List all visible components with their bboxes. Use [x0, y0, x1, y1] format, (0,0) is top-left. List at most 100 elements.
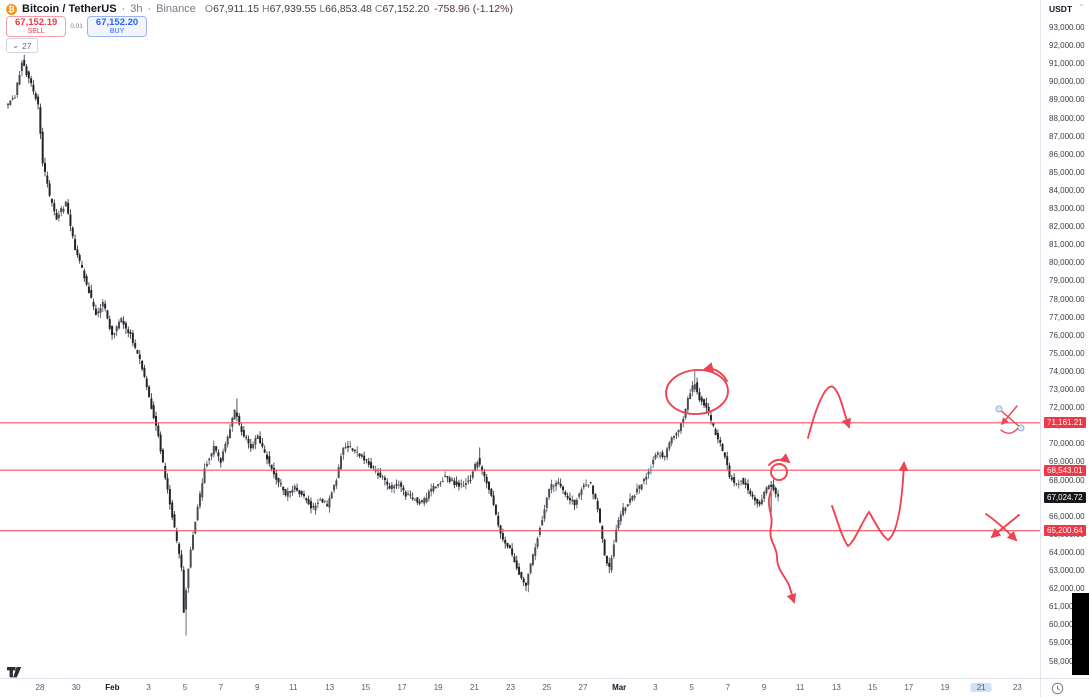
drawing-handle[interactable] [995, 405, 1003, 413]
annotation-breakdown-arrow[interactable] [767, 490, 797, 604]
price-tick-label: 81,000.00 [1049, 240, 1085, 250]
time-tick-label: 3 [653, 683, 658, 692]
price-tick-label: 63,000.00 [1049, 566, 1085, 575]
time-tick-label: 13 [325, 683, 335, 692]
price-tick-label: 75,000.00 [1049, 348, 1085, 358]
last-price-label: 67,024.72 [1044, 492, 1086, 504]
price-tick-label: 64,000.00 [1049, 547, 1085, 557]
drawings-count-pill[interactable]: ⌄ 27 [6, 38, 38, 53]
time-tick-label: 15 [868, 683, 878, 692]
price-tick-label: 68,000.00 [1049, 475, 1085, 485]
chart-canvas[interactable] [0, 0, 1040, 678]
time-tick-label: 23 [506, 683, 516, 692]
time-tick-label: 17 [397, 683, 407, 692]
annotation-rejection-spike-arrow[interactable] [807, 385, 851, 439]
time-tick-label: 11 [796, 683, 805, 692]
ohlc-readout: O67,911.15 H67,939.55 L66,853.48 C67,152… [204, 3, 513, 15]
price-tick-label: 58,000.00 [1049, 656, 1085, 666]
price-tick-label: 93,000.00 [1049, 23, 1085, 32]
tradingview-logo[interactable] [6, 666, 23, 679]
price-tick-label: 88,000.00 [1049, 113, 1085, 123]
price-tick-label: 61,000.00 [1049, 602, 1085, 612]
order-buttons: 67,152.19 SELL 0.01 67,152.20 BUY [6, 16, 148, 38]
price-tick-label: 80,000.00 [1049, 258, 1085, 268]
price-tick-label: 90,000.00 [1049, 77, 1085, 87]
time-tick-label: 19 [940, 683, 950, 692]
time-tick-highlighted: 21 [970, 683, 992, 692]
sell-button[interactable]: 67,152.19 SELL [6, 16, 67, 38]
buy-button[interactable]: 67,152.20 BUY [86, 16, 148, 38]
price-tick-label: 73,000.00 [1049, 385, 1085, 394]
symbol-header: ₿ Bitcoin / TetherUS · 3h · Binance O67,… [6, 3, 513, 15]
price-tick-label: 72,000.00 [1049, 403, 1085, 413]
annotation-invalidation-cross-lower[interactable] [985, 513, 1020, 542]
time-tick-label: 27 [578, 683, 588, 692]
axis-corner-separator [1040, 679, 1041, 697]
time-tick-label: 3 [146, 683, 151, 692]
time-tick-label: 7 [218, 683, 224, 692]
time-tick-label: Mar [612, 683, 627, 692]
price-axis[interactable]: USDT ⌃ 58,000.00 59,000.00 60,000.00 61,000… [1040, 0, 1089, 678]
price-tick-label: 85,000.00 [1049, 167, 1085, 177]
clock-icon[interactable] [1051, 682, 1064, 695]
price-tick-label: 92,000.00 [1049, 41, 1085, 51]
horizontal-level-lines[interactable] [0, 422, 1040, 532]
chevron-down-icon: ⌄ [12, 40, 20, 50]
time-tick-label: 7 [725, 683, 731, 692]
annotation-invalidation-cross-upper[interactable] [995, 405, 1025, 434]
price-tick-label: 78,000.00 [1049, 294, 1085, 304]
black-overlay-box [1072, 593, 1089, 675]
price-tick-label: 82,000.00 [1049, 222, 1085, 232]
axis-caret-icon[interactable]: ⌃ [1078, 3, 1085, 12]
price-tick-label: 76,000.00 [1049, 330, 1085, 340]
level-price-label: 68,543.01 [1044, 464, 1086, 476]
price-tick-label: 59,000.00 [1049, 638, 1085, 648]
time-tick-label: 17 [904, 683, 914, 692]
price-tick-label: 83,000.00 [1049, 204, 1085, 213]
price-tick-label: 60,000.00 [1049, 620, 1085, 630]
level-price-label: 71,161.21 [1044, 417, 1086, 429]
time-tick-label: 13 [831, 683, 841, 692]
price-tick-label: 69,000.00 [1049, 457, 1085, 467]
candlesticks[interactable] [7, 54, 780, 636]
axis-currency-label: USDT [1049, 4, 1073, 14]
price-tick-label: 89,000.00 [1049, 95, 1085, 105]
time-tick-label: 5 [689, 683, 694, 692]
time-tick-label: 21 [469, 683, 479, 692]
price-tick-label: 66,000.00 [1049, 511, 1085, 521]
bitcoin-icon: ₿ [6, 3, 17, 15]
symbol-name[interactable]: Bitcoin / TetherUS [22, 3, 117, 15]
time-tick-label: 19 [433, 683, 443, 692]
price-tick-label: 79,000.00 [1049, 276, 1085, 286]
time-tick-label: 23 [1012, 683, 1022, 692]
price-tick-label: 84,000.00 [1049, 185, 1085, 195]
level-price-label: 65,200.64 [1044, 525, 1086, 537]
time-tick-label: 28 [35, 683, 45, 692]
exchange-name: Binance [156, 3, 196, 15]
annotation-current-price-circle[interactable] [768, 453, 791, 481]
interval-selector[interactable]: 3h [130, 3, 143, 15]
price-tick-label: 86,000.00 [1049, 149, 1085, 159]
time-tick-label: 15 [361, 683, 371, 692]
time-tick-label: 9 [761, 683, 767, 692]
drawings-count: 27 [22, 40, 32, 51]
time-tick-label: 5 [182, 683, 188, 692]
price-tick-label: 91,000.00 [1049, 59, 1085, 69]
time-tick-label: 30 [71, 683, 81, 692]
time-tick-label: 11 [289, 683, 298, 692]
price-tick-label: 70,000.00 [1049, 439, 1085, 449]
annotation-w-bounce-arrow[interactable] [831, 461, 909, 548]
price-tick-label: 74,000.00 [1049, 366, 1085, 376]
drawing-handle[interactable] [1017, 424, 1025, 432]
price-change: -758.96 (-1.12%) [434, 3, 513, 15]
price-tick-label: 87,000.00 [1049, 131, 1085, 141]
time-tick-label: Feb [105, 683, 120, 692]
price-tick-label: 77,000.00 [1049, 312, 1085, 322]
time-tick-label: 9 [254, 683, 260, 692]
time-tick-label: 25 [542, 683, 552, 692]
spread-value: 0.01 [70, 23, 83, 31]
price-tick-label: 62,000.00 [1049, 584, 1085, 594]
annotation-circle-top-highlight[interactable] [665, 362, 730, 416]
time-axis[interactable]: 28 30 Feb 3 5 7 9 11 13 15 17 19 21 23 25 27 Mar 3 5 7 9 11 13… [0, 678, 1089, 697]
